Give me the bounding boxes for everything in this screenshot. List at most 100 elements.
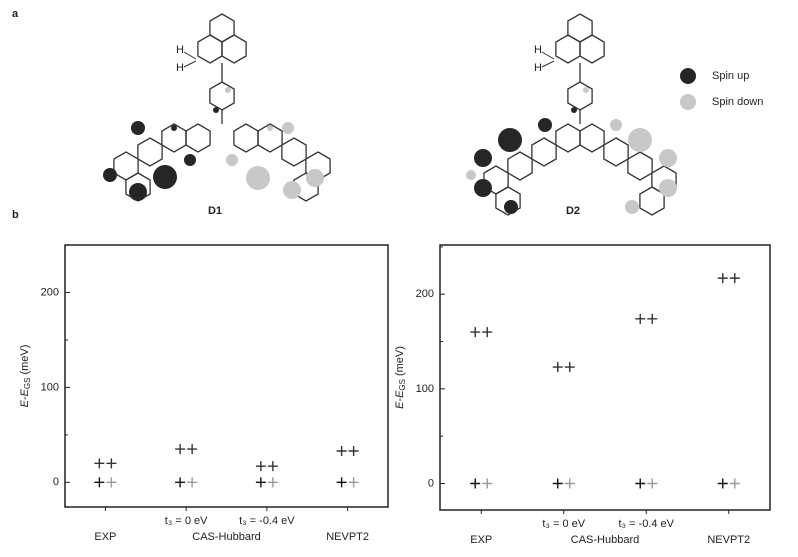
x-tick-label: NEVPT2 [326,531,369,543]
spin-density [103,168,117,182]
spin-density [628,128,652,152]
y-tick-label: 0 [428,477,434,489]
spin-density [153,165,177,189]
x-tick-label: EXP [94,531,116,543]
group-label: CAS-Hubbard [571,534,639,546]
spin-density [625,200,639,214]
x-tick-label: t₃ = 0 eV [165,515,208,527]
marker [717,273,728,284]
ring [113,151,139,181]
marker [175,444,186,455]
ring [209,81,235,111]
ring [555,34,581,64]
spin-density [226,154,238,166]
ring [197,34,223,64]
ring [507,151,533,181]
y-label-unit: (meV) [19,345,31,375]
spin-density [213,107,219,113]
spin-density [225,87,231,93]
y-label-unit: (meV) [394,346,406,376]
marker [635,478,646,489]
y-label-sub: GS [398,379,407,391]
ring [257,123,283,153]
marker [348,445,359,456]
bond [541,51,555,60]
bond [541,60,555,68]
marker [482,327,493,338]
spin-density [474,149,492,167]
marker [175,477,186,488]
spin-density [474,179,492,197]
marker [564,478,575,489]
marker [552,362,563,373]
spin-density [282,122,294,134]
spin-density [538,118,552,132]
ring [603,137,629,167]
marker [647,478,658,489]
y-axis-label: E-EGS (meV) [19,345,32,408]
marker [94,458,105,469]
marker [255,477,266,488]
marker [106,477,117,488]
marker [94,477,105,488]
legend-marker [680,68,696,84]
spin-density [129,183,147,201]
molecule: HH D1 [103,13,331,217]
legend-marker [680,94,696,110]
marker [348,477,359,488]
panel-label: b [12,209,19,221]
atom-label: H [534,62,542,74]
marker [336,477,347,488]
ring [221,34,247,64]
spin-density [498,128,522,152]
molecule-name: D2 [566,205,580,217]
ring [531,137,557,167]
spin-density [571,107,577,113]
spin-density [184,154,196,166]
spin-density [131,121,145,135]
ring [495,186,521,216]
spin-density [659,149,677,167]
marker [470,478,481,489]
marker [255,461,266,472]
spin-density [504,200,518,214]
ring [209,13,235,43]
y-tick-label: 100 [41,381,59,393]
bond [183,51,197,60]
spin-density [583,87,589,93]
ring [579,34,605,64]
molecule: HH D2 [466,13,677,217]
spin-density [466,170,476,180]
y-label-main: E-E [19,388,31,407]
spin-density [283,181,301,199]
x-tick-label: t₃ = 0 eV [542,518,585,530]
legend-label: Spin down [712,96,763,108]
ring [233,123,259,153]
molecule-name: D1 [208,205,222,217]
marker [336,445,347,456]
x-tick-label: t₃ = -0.4 eV [618,518,674,530]
plot-frame [64,244,389,508]
y-tick-label: 200 [41,286,59,298]
marker [729,273,740,284]
y-label-sub: GS [23,378,32,390]
marker [187,477,198,488]
spin-density [610,119,622,131]
ring [627,151,653,181]
ring [567,81,593,111]
x-tick-label: NEVPT2 [707,534,750,546]
x-tick-label: EXP [470,534,492,546]
spin-density [267,125,273,131]
marker [552,478,563,489]
y-tick-label: 200 [416,288,434,300]
marker [267,461,278,472]
y-tick-label: 0 [53,476,59,488]
spin-density [246,166,270,190]
atom-label: H [534,44,542,56]
ring [555,123,581,153]
spin-density [306,169,324,187]
marker [564,362,575,373]
marker [267,477,278,488]
y-tick-label: 100 [416,383,434,395]
